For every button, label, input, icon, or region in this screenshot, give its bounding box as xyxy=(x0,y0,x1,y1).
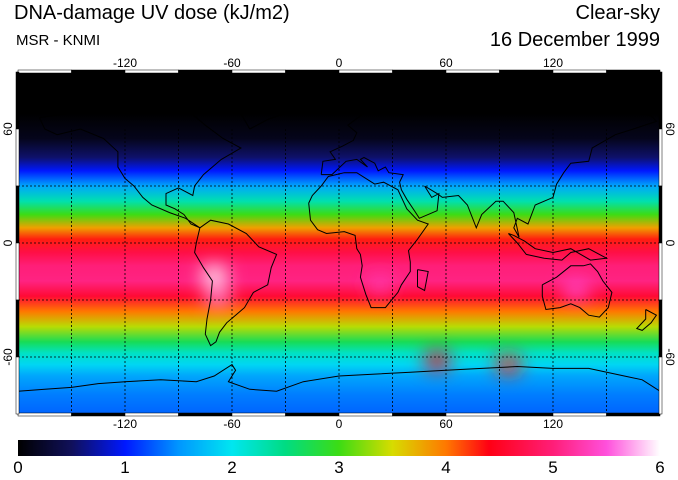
frame-tick xyxy=(231,412,286,417)
frame-tick xyxy=(15,299,20,358)
frame-tick xyxy=(285,69,340,74)
coastline-europe-asia xyxy=(320,96,658,238)
colorbar-label: 6 xyxy=(655,458,665,477)
colorbar-label: 5 xyxy=(548,458,558,477)
frame-tick xyxy=(552,69,607,74)
frame-tick xyxy=(658,71,663,130)
map-date: 16 December 1999 xyxy=(489,29,660,51)
frame-tick xyxy=(124,412,179,417)
colorbar-label: 1 xyxy=(120,458,130,477)
frame-tick xyxy=(338,69,393,74)
frame-tick xyxy=(658,242,663,301)
lon-label-bottom: 60 xyxy=(439,417,453,431)
lat-label-left: -60 xyxy=(1,348,15,366)
lat-label-left: 0 xyxy=(1,239,15,246)
lon-label-bottom: 120 xyxy=(543,417,563,431)
frame-tick xyxy=(658,299,663,358)
coastline-north-america xyxy=(38,105,242,229)
frame-tick xyxy=(124,69,179,74)
frame-tick xyxy=(71,412,126,417)
frame-tick xyxy=(658,185,663,244)
frame-tick xyxy=(658,356,663,415)
frame-tick xyxy=(15,242,20,301)
coastline-madagascar xyxy=(417,269,429,292)
colorbar-label: 0 xyxy=(13,458,23,477)
frame-tick xyxy=(606,412,661,417)
frame-tick xyxy=(338,412,393,417)
frame-tick xyxy=(231,69,286,74)
dose-highlight-andes-south xyxy=(203,286,232,307)
sky-condition: Clear-sky xyxy=(575,2,660,24)
frame-tick xyxy=(17,69,72,74)
frame-tick xyxy=(15,356,20,415)
coastline-greenland xyxy=(213,84,304,130)
coastline-africa xyxy=(308,172,429,309)
lat-label-left: 60 xyxy=(1,122,15,136)
lon-label-top: 0 xyxy=(336,56,343,70)
frame-tick xyxy=(445,69,500,74)
frame-tick xyxy=(499,69,554,74)
colorbar-label: 3 xyxy=(334,458,344,477)
lon-label-top: -60 xyxy=(223,56,241,70)
colorbar-label: 2 xyxy=(227,458,237,477)
frame-tick xyxy=(658,128,663,187)
map-title: DNA-damage UV dose (kJ/m2) xyxy=(14,2,290,24)
dose-highlight-antarctic-hotspot-1 xyxy=(423,350,452,371)
dose-highlight-andes-peak xyxy=(200,265,229,286)
frame-tick xyxy=(17,412,72,417)
lon-label-top: 120 xyxy=(543,56,563,70)
frame-tick xyxy=(15,128,20,187)
lat-label-right: -60 xyxy=(663,348,677,366)
colorbar xyxy=(18,440,660,456)
frame-tick xyxy=(392,412,447,417)
lon-label-top: 60 xyxy=(439,56,453,70)
map-source: MSR - KNMI xyxy=(16,32,101,49)
lat-label-right: 60 xyxy=(663,122,677,136)
lat-label-right: 0 xyxy=(663,240,677,247)
lon-label-top: -120 xyxy=(113,56,137,70)
frame-tick xyxy=(15,71,20,130)
frame-tick xyxy=(71,69,126,74)
frame-tick xyxy=(445,412,500,417)
frame-tick xyxy=(15,185,20,244)
frame-tick xyxy=(552,412,607,417)
frame-tick xyxy=(178,69,233,74)
dose-highlight-africa-south xyxy=(366,274,395,295)
frame-tick xyxy=(392,69,447,74)
coastline-south-america xyxy=(194,219,278,347)
coastline-new-zealand xyxy=(635,309,658,331)
frame-tick xyxy=(606,69,661,74)
dose-highlight-australia-high xyxy=(562,280,591,301)
frame-tick xyxy=(285,412,340,417)
coastline-australia xyxy=(541,263,613,318)
frame-tick xyxy=(499,412,554,417)
frame-tick xyxy=(178,412,233,417)
dose-highlight-antarctic-hotspot-2 xyxy=(494,354,523,375)
lon-label-bottom: -60 xyxy=(223,417,241,431)
lon-label-bottom: -120 xyxy=(113,417,137,431)
colorbar-label: 4 xyxy=(441,458,451,477)
lon-label-bottom: 0 xyxy=(336,417,343,431)
